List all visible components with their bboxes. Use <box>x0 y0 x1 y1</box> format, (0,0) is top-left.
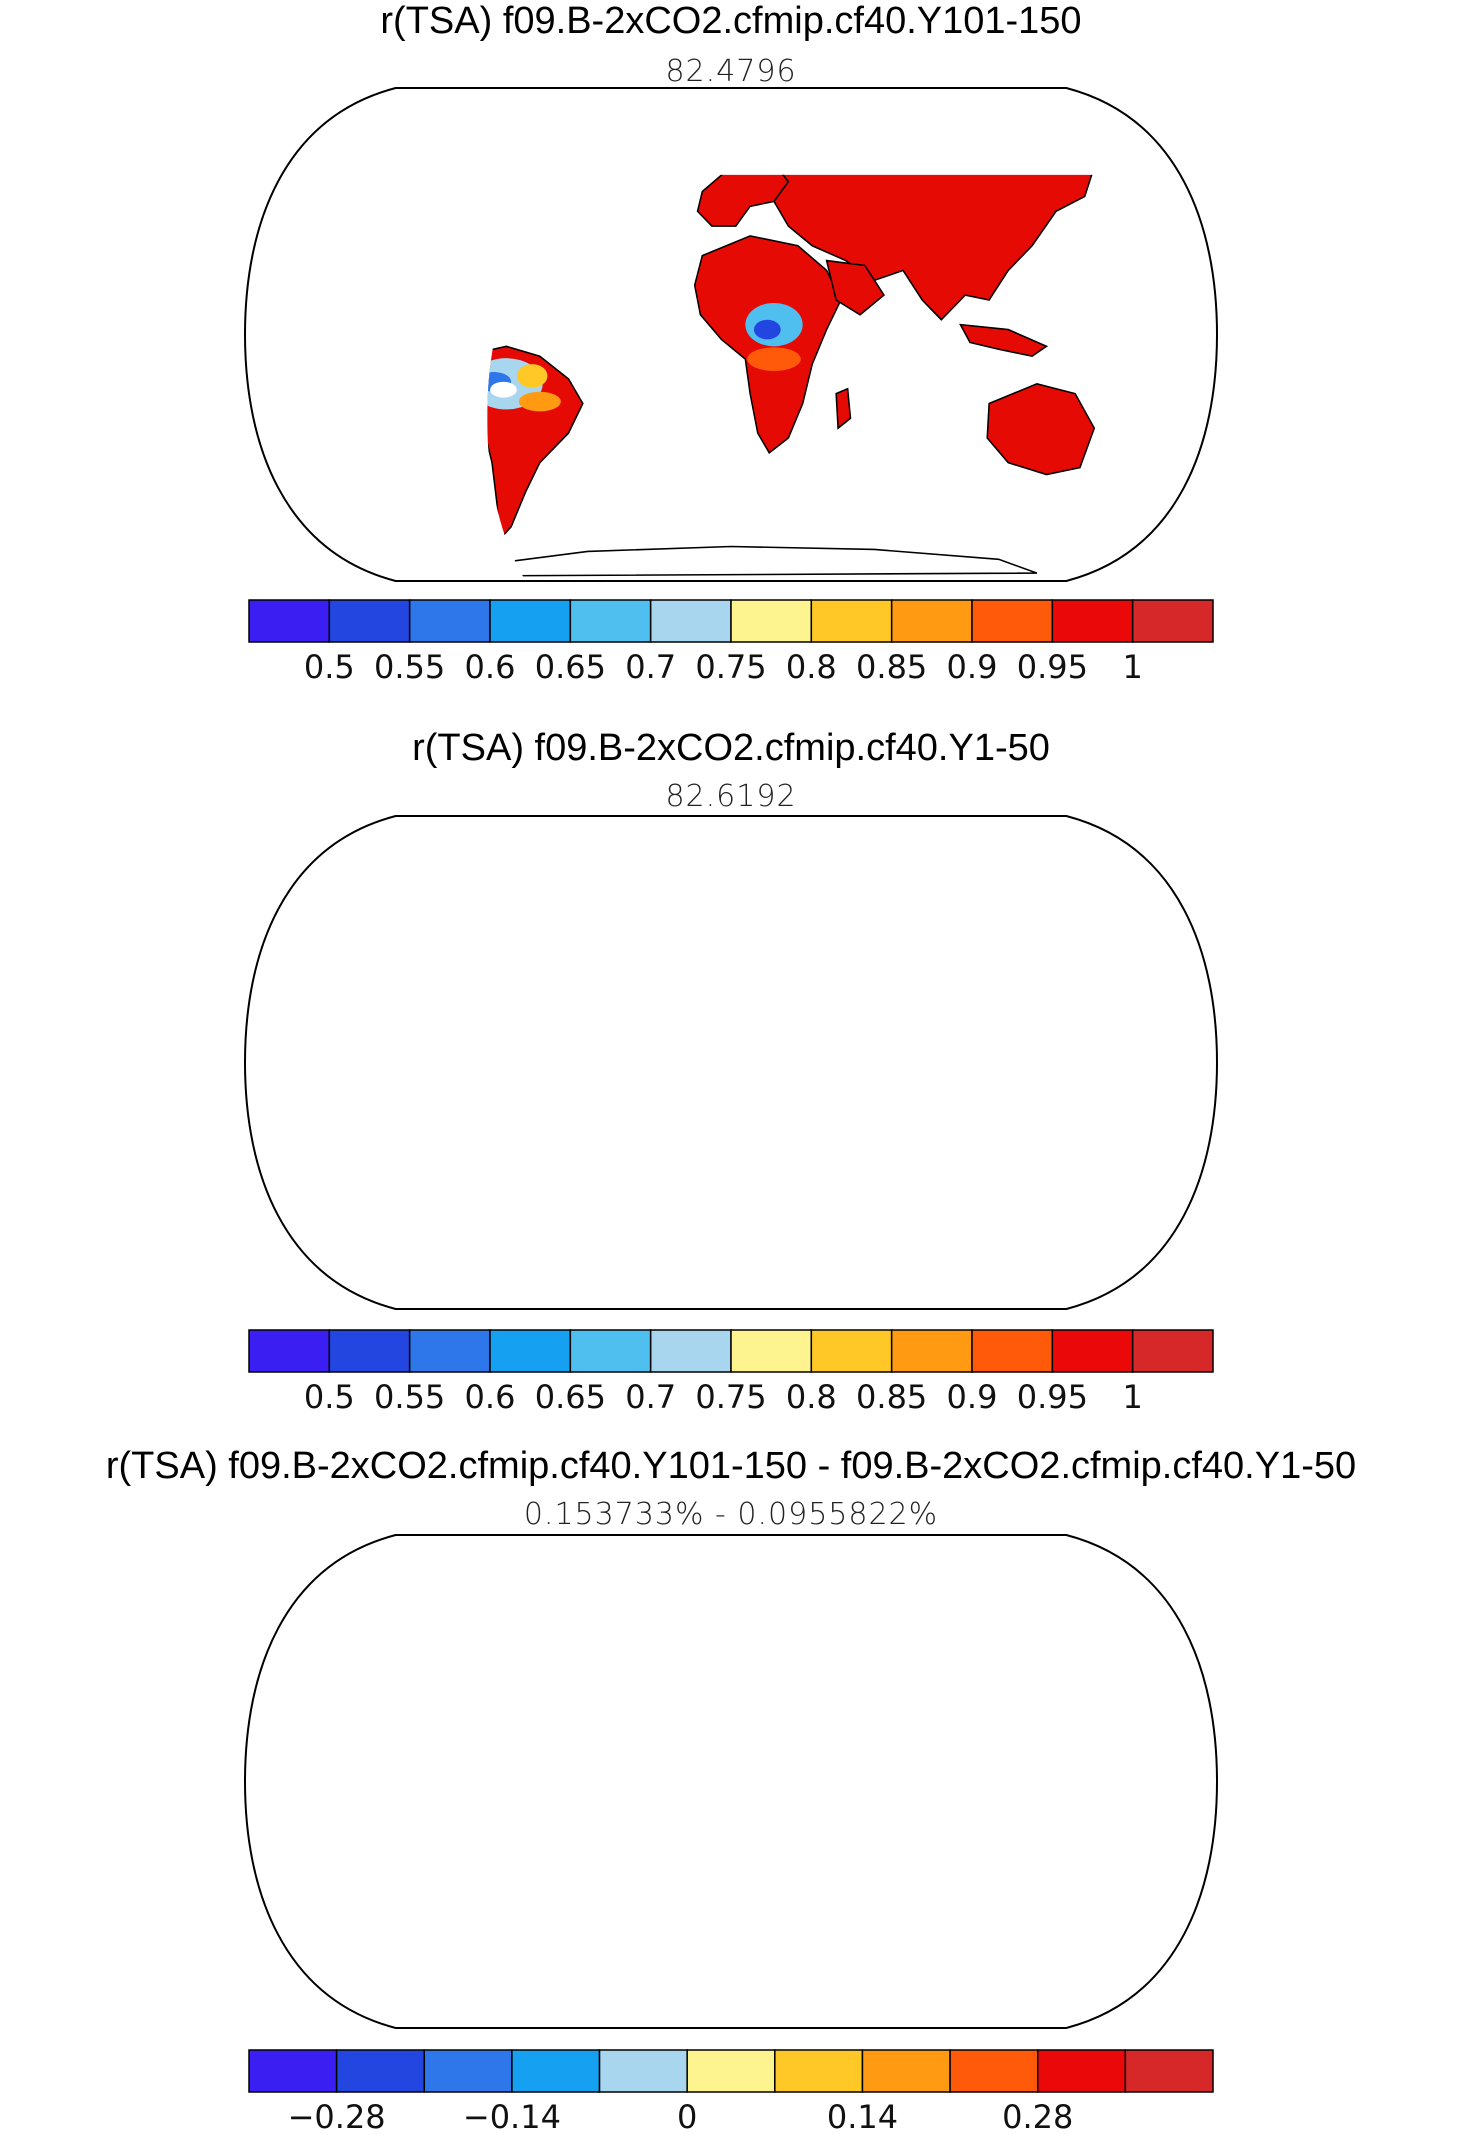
colorbar-swatch <box>248 599 331 643</box>
colorbar-swatch <box>489 1329 572 1373</box>
colorbar-swatch <box>971 1329 1054 1373</box>
colorbar-label: 0.9 <box>947 648 998 686</box>
colorbar-label: 0.65 <box>535 648 606 686</box>
colorbar-swatch <box>1124 2049 1214 2093</box>
colorbar-label: 0.6 <box>465 648 516 686</box>
colorbar-swatch <box>686 2049 776 2093</box>
colorbar-label: 0.75 <box>695 1378 766 1416</box>
colorbar-label: 0.55 <box>374 648 445 686</box>
value-patch <box>753 319 781 340</box>
panel-2-colorbar: 0.5 0.55 0.6 0.65 0.7 0.75 0.8 0.85 0.9 0.95 1 <box>248 1329 1214 1416</box>
colorbar-swatch <box>1051 599 1134 643</box>
colorbar-label: 0.6 <box>465 1378 516 1416</box>
colorbar-swatch <box>328 1329 411 1373</box>
value-patch <box>747 347 801 371</box>
colorbar-swatch <box>1036 2049 1127 2093</box>
colorbar-swatch <box>248 2049 338 2093</box>
panel-1-subtitle: 82.4796 <box>665 54 797 89</box>
colorbar-swatch <box>423 2049 513 2093</box>
colorbar-label: 0.7 <box>625 1378 676 1416</box>
colorbar-swatch <box>1131 1329 1214 1373</box>
colorbar-swatch <box>810 599 893 643</box>
continent-antarctica <box>487 545 1038 577</box>
value-patch <box>518 391 561 412</box>
panel-3-map <box>243 1534 1219 2029</box>
panel-1-colorbar: 0.5 0.55 0.6 0.65 0.7 0.75 0.8 0.85 0.9 0.95 1 <box>248 599 1214 686</box>
continent-asia <box>767 174 1096 321</box>
colorbar-label: 0.28 <box>1002 2098 1073 2136</box>
colorbar-label: 0.65 <box>535 1378 606 1416</box>
colorbar-label: 1 <box>1122 648 1142 686</box>
panel-2-map <box>243 815 1219 1310</box>
colorbar-swatch <box>890 599 973 643</box>
colorbar-label: 0.85 <box>856 1378 927 1416</box>
panel-2-subtitle: 82.6192 <box>665 779 797 814</box>
colorbar-swatch <box>1051 1329 1134 1373</box>
colorbar-swatch <box>949 2049 1039 2093</box>
continent-seasia <box>959 323 1049 358</box>
colorbar-swatch <box>328 599 411 643</box>
colorbar-label: 0.8 <box>786 648 837 686</box>
colorbar-swatch <box>730 599 813 643</box>
panel-2-title: r(TSA) f09.B-2xCO2.cfmip.cf40.Y1-50 <box>412 727 1050 769</box>
colorbar-label: 0.55 <box>374 1378 445 1416</box>
panel-1-map <box>243 87 1219 582</box>
panel-2-map-frame <box>243 815 1219 1310</box>
continent-europe <box>696 174 790 227</box>
colorbar-label: −0.14 <box>463 2098 561 2136</box>
colorbar-swatch <box>408 599 491 643</box>
panel-3-map-frame <box>243 1534 1219 2029</box>
panel-3-subtitle: 0.153733% - 0.0955822% <box>523 1497 939 1532</box>
colorbar-swatch <box>861 2049 951 2093</box>
colorbar-swatch <box>598 2049 688 2093</box>
colorbar-label: 0.14 <box>827 2098 898 2136</box>
colorbar-label: 1 <box>1122 1378 1142 1416</box>
colorbar-label: 0.5 <box>304 1378 355 1416</box>
colorbar-swatch <box>730 1329 813 1373</box>
continent-arabia <box>825 259 885 316</box>
colorbar-label: 0.9 <box>947 1378 998 1416</box>
colorbar-swatch <box>248 1329 331 1373</box>
colorbar-swatch <box>335 2049 426 2093</box>
colorbar-swatch <box>649 599 732 643</box>
colorbar-label: 0 <box>677 2098 697 2136</box>
missing-patch <box>490 381 517 398</box>
colorbar-label: 0.8 <box>786 1378 837 1416</box>
panel-1-map-frame <box>243 87 1219 582</box>
continent-madagascar <box>835 387 852 430</box>
colorbar-swatch <box>649 1329 732 1373</box>
colorbar-swatch <box>810 1329 893 1373</box>
panel-1-title: r(TSA) f09.B-2xCO2.cfmip.cf40.Y101-150 <box>380 0 1082 42</box>
colorbar-label: 0.7 <box>625 648 676 686</box>
colorbar-label: 0.95 <box>1017 1378 1088 1416</box>
colorbar-swatch <box>489 599 572 643</box>
value-patch <box>516 364 548 388</box>
colorbar-label: 0.5 <box>304 648 355 686</box>
panel-3-colorbar: −0.28 −0.14 0 0.14 0.28 <box>248 2049 1214 2136</box>
colorbar-swatch <box>569 599 652 643</box>
colorbar-label: −0.28 <box>288 2098 386 2136</box>
colorbar-swatch <box>774 2049 864 2093</box>
colorbar-swatch <box>511 2049 601 2093</box>
colorbar-label: 0.85 <box>856 648 927 686</box>
colorbar-swatch <box>971 599 1054 643</box>
colorbar-label: 0.75 <box>695 648 766 686</box>
colorbar-label: 0.95 <box>1017 648 1088 686</box>
panel-3-title: r(TSA) f09.B-2xCO2.cfmip.cf40.Y101-150 -… <box>105 1445 1357 1487</box>
colorbar-swatch <box>408 1329 491 1373</box>
colorbar-swatch <box>569 1329 652 1373</box>
colorbar-swatch <box>890 1329 973 1373</box>
continent-australia <box>986 382 1096 476</box>
colorbar-swatch <box>1131 599 1214 643</box>
